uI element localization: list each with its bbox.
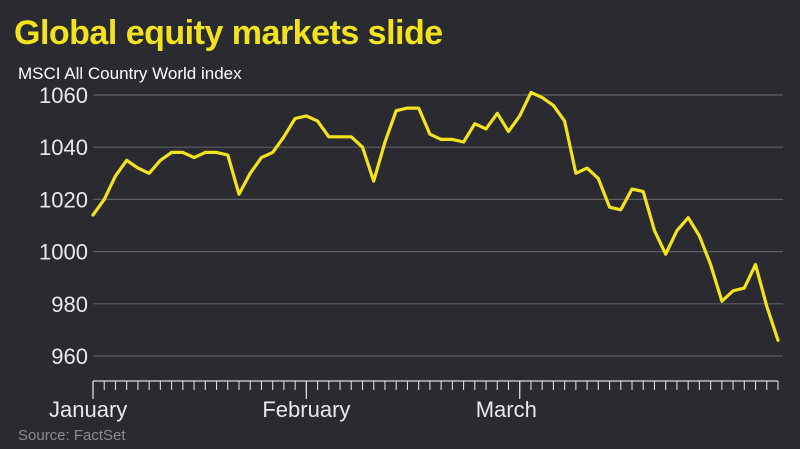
y-tick-label: 1000 xyxy=(39,240,88,265)
y-tick-label: 960 xyxy=(51,344,88,369)
y-tick-label: 1020 xyxy=(39,187,88,212)
series-layer xyxy=(91,90,780,342)
y-tick-label: 1060 xyxy=(39,83,88,108)
y-tick-label: 980 xyxy=(51,292,88,317)
source-note: Source: FactSet xyxy=(18,427,126,444)
gridlines xyxy=(93,94,783,357)
x-tick-label: February xyxy=(262,397,350,422)
y-axis: 960 980 1000 1020 1040 1060 xyxy=(39,83,88,369)
x-tick-label: January xyxy=(49,397,127,422)
y-tick-label: 1040 xyxy=(39,135,88,160)
chart-title: Global equity markets slide xyxy=(14,14,443,52)
chart-subtitle: MSCI All Country World index xyxy=(18,64,242,83)
series-line xyxy=(91,90,780,342)
x-axis: January February March xyxy=(49,380,779,422)
x-tick-label: March xyxy=(476,397,537,422)
